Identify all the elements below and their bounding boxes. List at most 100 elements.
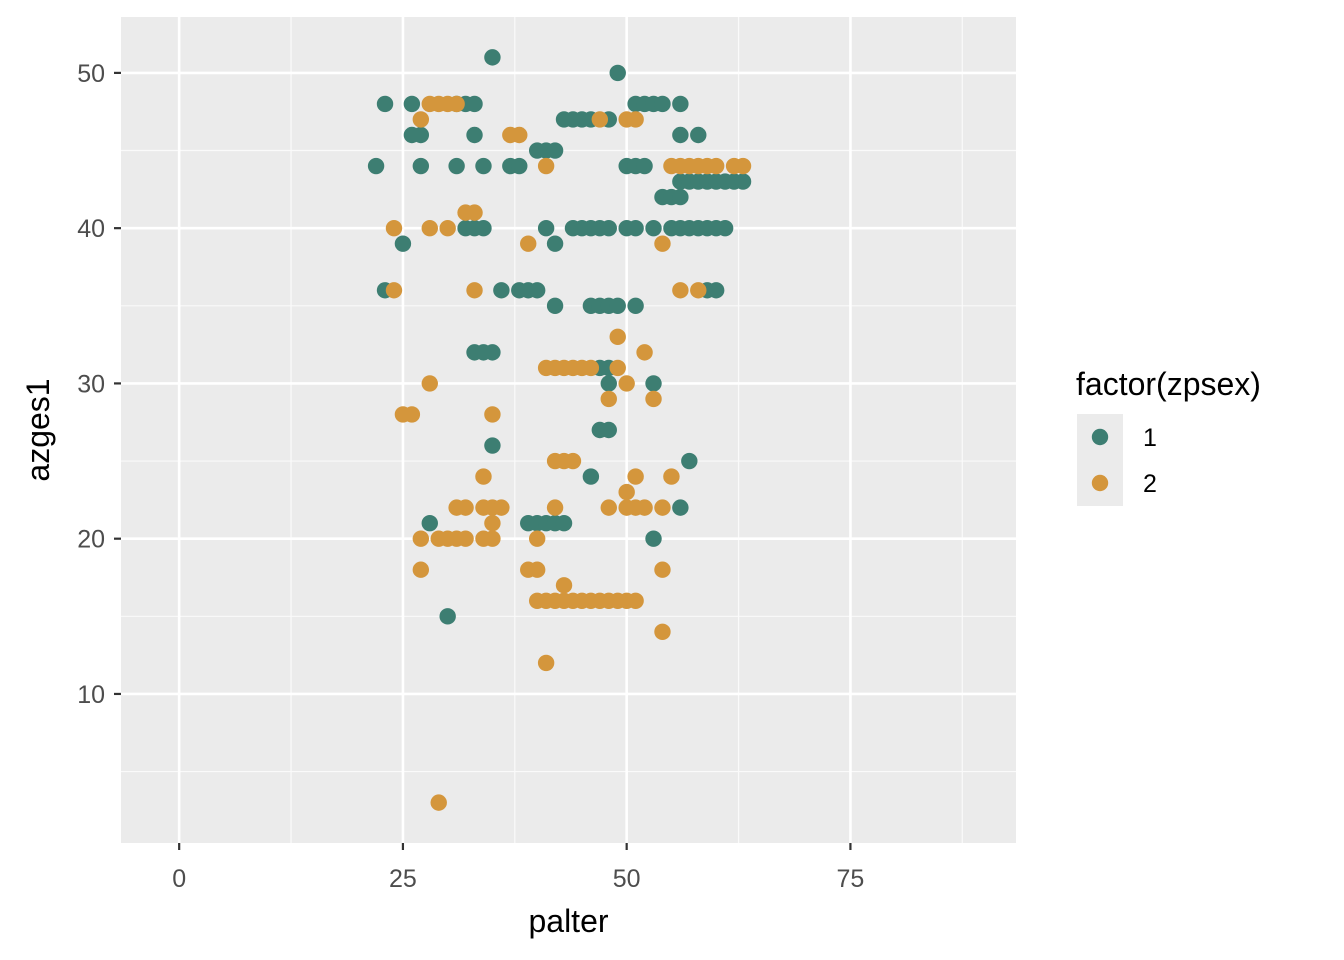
x-axis-title: palter [528,903,608,939]
data-point-series-2 [528,561,546,578]
data-point-series-2 [582,359,600,377]
data-point-series-2 [520,235,537,252]
data-point-series-1 [672,188,689,206]
y-axis-ticks: 10 20 30 40 50 [77,60,121,709]
data-point-series-1 [672,499,689,516]
x-tick-label: 0 [172,865,186,893]
data-point-series-1 [716,219,734,237]
data-point-series-2 [412,111,430,128]
data-point-series-1 [636,157,653,175]
data-point-series-1 [439,608,456,625]
data-point-series-2 [627,468,644,485]
data-point-series-2 [466,204,483,221]
data-point-series-2 [636,344,653,361]
data-point-series-1 [681,452,698,470]
data-point-series-2 [618,375,635,392]
data-point-series-1 [448,157,465,175]
data-point-series-2 [412,530,430,547]
data-point-series-1 [466,95,483,113]
data-point-series-2 [618,483,635,501]
data-point-series-1 [475,157,492,175]
data-point-series-1 [511,157,528,175]
data-point-series-2 [627,111,644,128]
data-point-series-2 [645,390,662,408]
data-point-series-1 [484,49,501,66]
data-point-series-1 [412,126,430,144]
data-point-series-1 [734,173,752,190]
data-point-series-2 [663,468,680,485]
minor-gridlines [121,17,1016,843]
data-point-series-1 [645,219,662,237]
plot-panel [121,17,1016,843]
data-point-series-1 [627,219,644,237]
x-axis-ticks: 0 25 50 75 [172,843,864,893]
data-points [367,49,752,811]
data-point-series-2 [654,561,671,578]
data-point-series-2 [609,328,626,346]
data-point-series-1 [484,437,501,454]
x-tick-label: 25 [389,865,417,893]
data-point-series-2 [654,623,671,641]
data-point-series-1 [546,142,564,159]
data-point-series-1 [690,126,707,144]
data-point-series-1 [672,126,689,144]
data-point-series-1 [367,157,385,175]
x-tick-label: 50 [613,865,641,893]
data-point-series-1 [484,344,501,361]
data-point-series-2 [511,126,528,144]
data-point-series-1 [537,219,555,237]
data-point-series-2 [421,375,438,392]
y-tick-label: 20 [77,526,105,554]
data-point-series-1 [707,282,725,299]
data-point-series-2 [484,514,501,532]
data-point-series-2 [537,654,555,672]
data-point-series-2 [385,219,403,237]
data-point-series-2 [546,499,564,516]
data-point-series-2 [448,95,465,113]
data-point-series-1 [421,514,438,532]
data-point-series-2 [707,157,725,175]
data-point-series-2 [493,499,510,516]
data-point-series-1 [493,282,510,299]
data-point-series-2 [457,499,474,516]
data-point-series-1 [546,297,564,314]
legend-title: factor(zpsex) [1076,366,1261,402]
y-tick-label: 10 [77,681,105,709]
data-point-series-2 [627,592,644,609]
legend-keys: 12 [1077,414,1157,506]
data-point-series-2 [475,468,492,485]
data-point-series-1 [528,282,546,299]
data-point-series-2 [564,452,582,470]
data-point-series-2 [654,499,671,516]
legend-label-1: 1 [1143,424,1157,452]
data-point-series-2 [439,219,456,237]
data-point-series-2 [537,157,555,175]
data-point-series-2 [734,157,752,175]
data-point-series-1 [546,235,564,252]
legend-label-2: 2 [1143,470,1157,498]
data-point-series-1 [609,64,626,82]
data-point-series-2 [690,282,707,299]
data-point-series-1 [600,421,617,439]
data-point-series-1 [582,468,600,485]
data-point-series-2 [385,282,403,299]
data-point-series-2 [466,282,483,299]
data-point-series-2 [636,499,653,516]
y-axis-title: azges1 [20,378,56,481]
data-point-series-1 [627,297,644,314]
data-point-series-2 [600,390,617,408]
data-point-series-1 [475,219,492,237]
legend-key-2 [1091,474,1109,492]
x-tick-label: 75 [837,865,865,893]
data-point-series-2 [484,530,501,547]
data-point-series-2 [421,219,438,237]
data-point-series-1 [466,126,483,144]
legend-key-1 [1091,428,1109,446]
data-point-series-1 [376,95,394,113]
data-point-series-2 [457,530,474,547]
data-point-series-2 [609,359,626,377]
y-tick-label: 30 [77,370,105,398]
data-point-series-1 [609,297,626,314]
data-point-series-2 [654,235,671,252]
